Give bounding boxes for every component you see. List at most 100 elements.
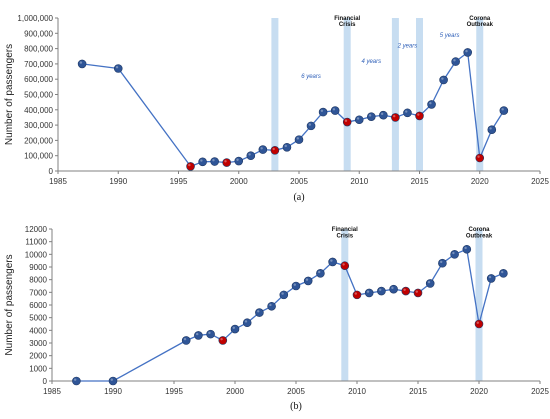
y-tick-label: 1000 <box>29 364 47 373</box>
data-point-shine <box>393 114 396 118</box>
data-point <box>425 279 435 288</box>
data-point-shine <box>429 101 432 105</box>
y-tick-label: 12000 <box>25 225 48 234</box>
data-point <box>77 59 87 69</box>
data-point-shine <box>232 326 235 329</box>
y-axis-title: Number of passengers <box>4 44 15 145</box>
data-point-shine <box>212 159 215 162</box>
y-tick-label: 200,000 <box>24 136 53 145</box>
data-point-highlighted <box>186 162 195 171</box>
data-point-shine <box>453 59 456 62</box>
data-point <box>364 288 374 298</box>
data-point-shine <box>427 280 431 284</box>
data-point-shine <box>344 119 348 122</box>
y-tick-label: 700,000 <box>24 60 53 69</box>
y-tick-label: 7000 <box>29 288 47 297</box>
event-band <box>343 18 351 171</box>
data-point <box>330 106 340 115</box>
data-point-shine <box>115 65 119 69</box>
data-point-highlighted <box>415 111 424 121</box>
data-point-shine <box>332 108 336 111</box>
data-point-shine <box>380 112 384 116</box>
data-point-shine <box>368 114 372 117</box>
data-point-shine <box>403 288 406 291</box>
data-point <box>316 269 325 278</box>
x-tick-label: 2020 <box>471 177 489 186</box>
data-point <box>450 250 459 259</box>
x-tick-label: 2025 <box>531 387 549 396</box>
data-point <box>463 48 473 57</box>
annotation-label: Corona <box>469 227 491 233</box>
y-tick-label: 0 <box>49 167 54 176</box>
data-point-shine <box>415 290 418 293</box>
data-point-shine <box>269 303 272 307</box>
x-tick-label: 1990 <box>109 177 127 186</box>
data-point-shine <box>293 283 296 286</box>
data-point-shine <box>308 123 312 126</box>
x-tick-label: 2000 <box>226 387 244 396</box>
data-point <box>403 108 412 118</box>
data-point <box>258 145 268 154</box>
y-tick-label: 8000 <box>29 276 47 285</box>
y-tick-label: 100,000 <box>24 152 53 161</box>
annotation-label: Outbreak <box>467 22 494 28</box>
data-point <box>427 100 436 109</box>
x-tick-label: 1995 <box>170 177 188 186</box>
data-point-highlighted <box>222 158 231 167</box>
x-tick-label: 2015 <box>409 387 427 396</box>
data-point-shine <box>501 108 504 111</box>
annotation-label: 6 years <box>301 74 321 80</box>
data-point-shine <box>281 292 284 295</box>
data-point-shine <box>236 158 239 161</box>
data-point-shine <box>188 163 191 167</box>
data-point-shine <box>356 117 360 120</box>
data-point-shine <box>272 147 275 151</box>
data-point <box>462 244 472 254</box>
y-tick-label: 4000 <box>29 326 47 335</box>
data-point-shine <box>477 155 480 158</box>
data-point <box>282 142 292 152</box>
data-point-highlighted <box>474 319 484 329</box>
data-point <box>328 257 337 267</box>
data-point <box>206 329 215 339</box>
annotation-label: Corona <box>469 16 491 22</box>
y-tick-label: 11000 <box>25 238 47 247</box>
chart-panel-b: 0 1000 2000 3000 4000 5000 6000 7000 8000 9000 100… <box>4 225 549 412</box>
data-point <box>451 57 460 66</box>
data-point <box>354 115 364 125</box>
x-tick-label: 2010 <box>350 177 368 186</box>
data-point <box>279 290 289 300</box>
data-point-shine <box>244 320 248 323</box>
x-tick-label: 1985 <box>43 387 61 396</box>
y-tick-label: 6000 <box>29 301 47 310</box>
data-point-highlighted <box>413 288 423 298</box>
data-point-shine <box>488 275 492 279</box>
annotation-label: Crisis <box>339 22 356 28</box>
data-point-shine <box>220 337 223 341</box>
event-band <box>476 18 484 171</box>
data-point-shine <box>196 332 199 336</box>
data-point <box>318 107 328 117</box>
data-point <box>181 336 191 345</box>
event-band <box>271 18 279 171</box>
panel-label: (b) <box>290 401 302 412</box>
data-point-shine <box>417 113 420 116</box>
data-point-shine <box>260 147 263 150</box>
event-band <box>475 229 483 381</box>
data-point-shine <box>79 61 83 64</box>
x-tick-label: 2000 <box>230 177 248 186</box>
x-tick-label: 1995 <box>165 387 183 396</box>
data-point-shine <box>441 77 444 80</box>
data-point-highlighted <box>218 336 228 345</box>
data-point <box>198 157 207 167</box>
y-tick-label: 3000 <box>29 339 47 348</box>
y-tick-label: 0 <box>43 377 48 386</box>
data-point-shine <box>183 337 187 341</box>
data-point-shine <box>476 321 479 324</box>
data-point-shine <box>465 49 468 53</box>
data-point-highlighted <box>401 286 411 296</box>
data-point-highlighted <box>352 290 362 300</box>
data-point-shine <box>110 378 114 381</box>
x-tick-label: 2025 <box>531 177 549 186</box>
data-point-highlighted <box>270 146 280 155</box>
